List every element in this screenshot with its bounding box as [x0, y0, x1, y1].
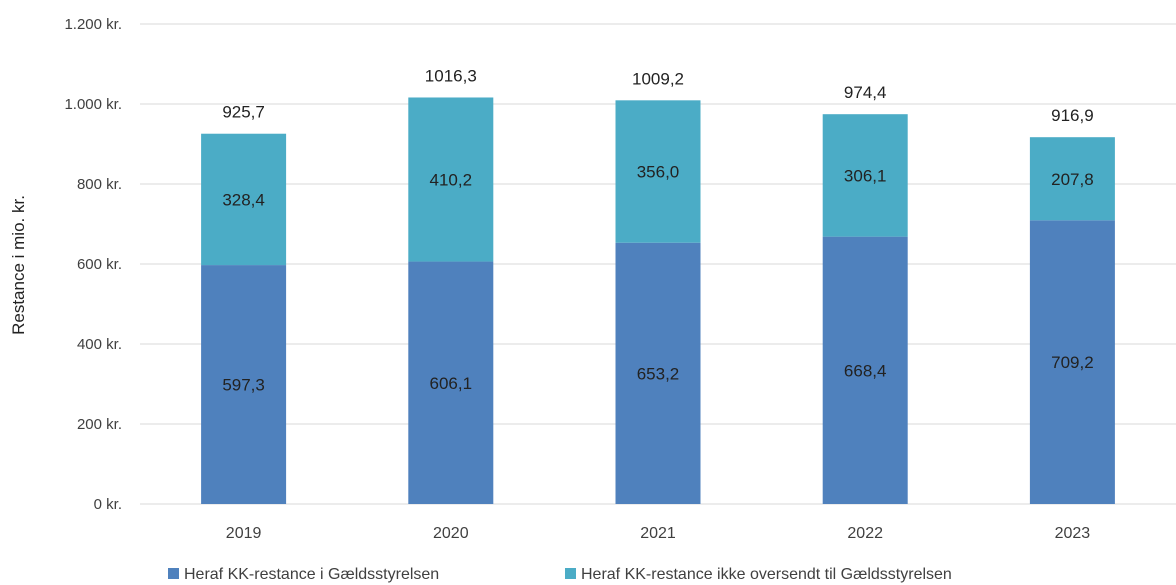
y-tick-label: 600 kr.	[77, 256, 122, 273]
legend-label: Heraf KK-restance ikke oversendt til Gæl…	[581, 566, 952, 583]
bar-segment-gaeldsstyrelsen-2022	[822, 236, 908, 504]
y-tick-label: 800 kr.	[77, 176, 122, 193]
bar-segment-ikke-oversendt-2020	[408, 97, 494, 262]
total-value-label: 1016,3	[425, 66, 477, 85]
bar-segment-ikke-oversendt-2023	[1029, 137, 1115, 221]
bar-segment-ikke-oversendt-2021	[615, 100, 701, 243]
bar-segment-gaeldsstyrelsen-2019	[201, 265, 287, 504]
segment-value-label: 653,2	[637, 364, 680, 383]
segment-value-label: 328,4	[222, 190, 265, 209]
bar-segment-gaeldsstyrelsen-2023	[1029, 220, 1115, 504]
segment-value-label: 597,3	[222, 376, 265, 395]
bar-segment-ikke-oversendt-2019	[201, 133, 287, 266]
segment-value-label: 356,0	[637, 163, 680, 182]
bar-segment-ikke-oversendt-2022	[822, 114, 908, 237]
x-tick-label: 2020	[433, 525, 469, 542]
y-tick-label: 1.200 kr.	[64, 16, 122, 33]
legend-label: Heraf KK-restance i Gældsstyrelsen	[184, 566, 439, 583]
y-tick-label: 1.000 kr.	[64, 96, 122, 113]
legend: Heraf KK-restance i Gældsstyrelsen Heraf …	[168, 566, 952, 583]
legend-swatch	[565, 568, 576, 579]
x-tick-label: 2022	[847, 525, 883, 542]
bars	[201, 97, 1115, 504]
total-value-label: 925,7	[222, 103, 265, 122]
bar-segment-gaeldsstyrelsen-2020	[408, 261, 494, 504]
segment-value-label: 207,8	[1051, 170, 1094, 189]
segment-value-label: 668,4	[844, 361, 887, 380]
y-axis-label: Restance i mio. kr.	[9, 195, 28, 335]
total-value-label: 974,4	[844, 83, 887, 102]
y-axis-ticks: 0 kr. 200 kr. 400 kr. 600 kr. 800 kr. 1.000 k…	[64, 16, 122, 513]
x-tick-label: 2023	[1055, 525, 1091, 542]
data-labels: 597,3 328,4 925,7 606,1 410,2 1016,3 653,2 356,…	[222, 66, 1093, 394]
total-value-label: 1009,2	[632, 69, 684, 88]
segment-value-label: 606,1	[430, 374, 473, 393]
segment-value-label: 306,1	[844, 166, 887, 185]
x-axis-ticks: 2019 2020 2021 2022 2023	[226, 525, 1090, 542]
y-tick-label: 200 kr.	[77, 416, 122, 433]
x-tick-label: 2021	[640, 525, 676, 542]
total-value-label: 916,9	[1051, 106, 1094, 125]
segment-value-label: 709,2	[1051, 353, 1094, 372]
x-tick-label: 2019	[226, 525, 262, 542]
segment-value-label: 410,2	[430, 171, 473, 190]
bar-segment-gaeldsstyrelsen-2021	[615, 242, 701, 504]
y-tick-label: 400 kr.	[77, 336, 122, 353]
y-tick-label: 0 kr.	[94, 496, 122, 513]
legend-swatch	[168, 568, 179, 579]
